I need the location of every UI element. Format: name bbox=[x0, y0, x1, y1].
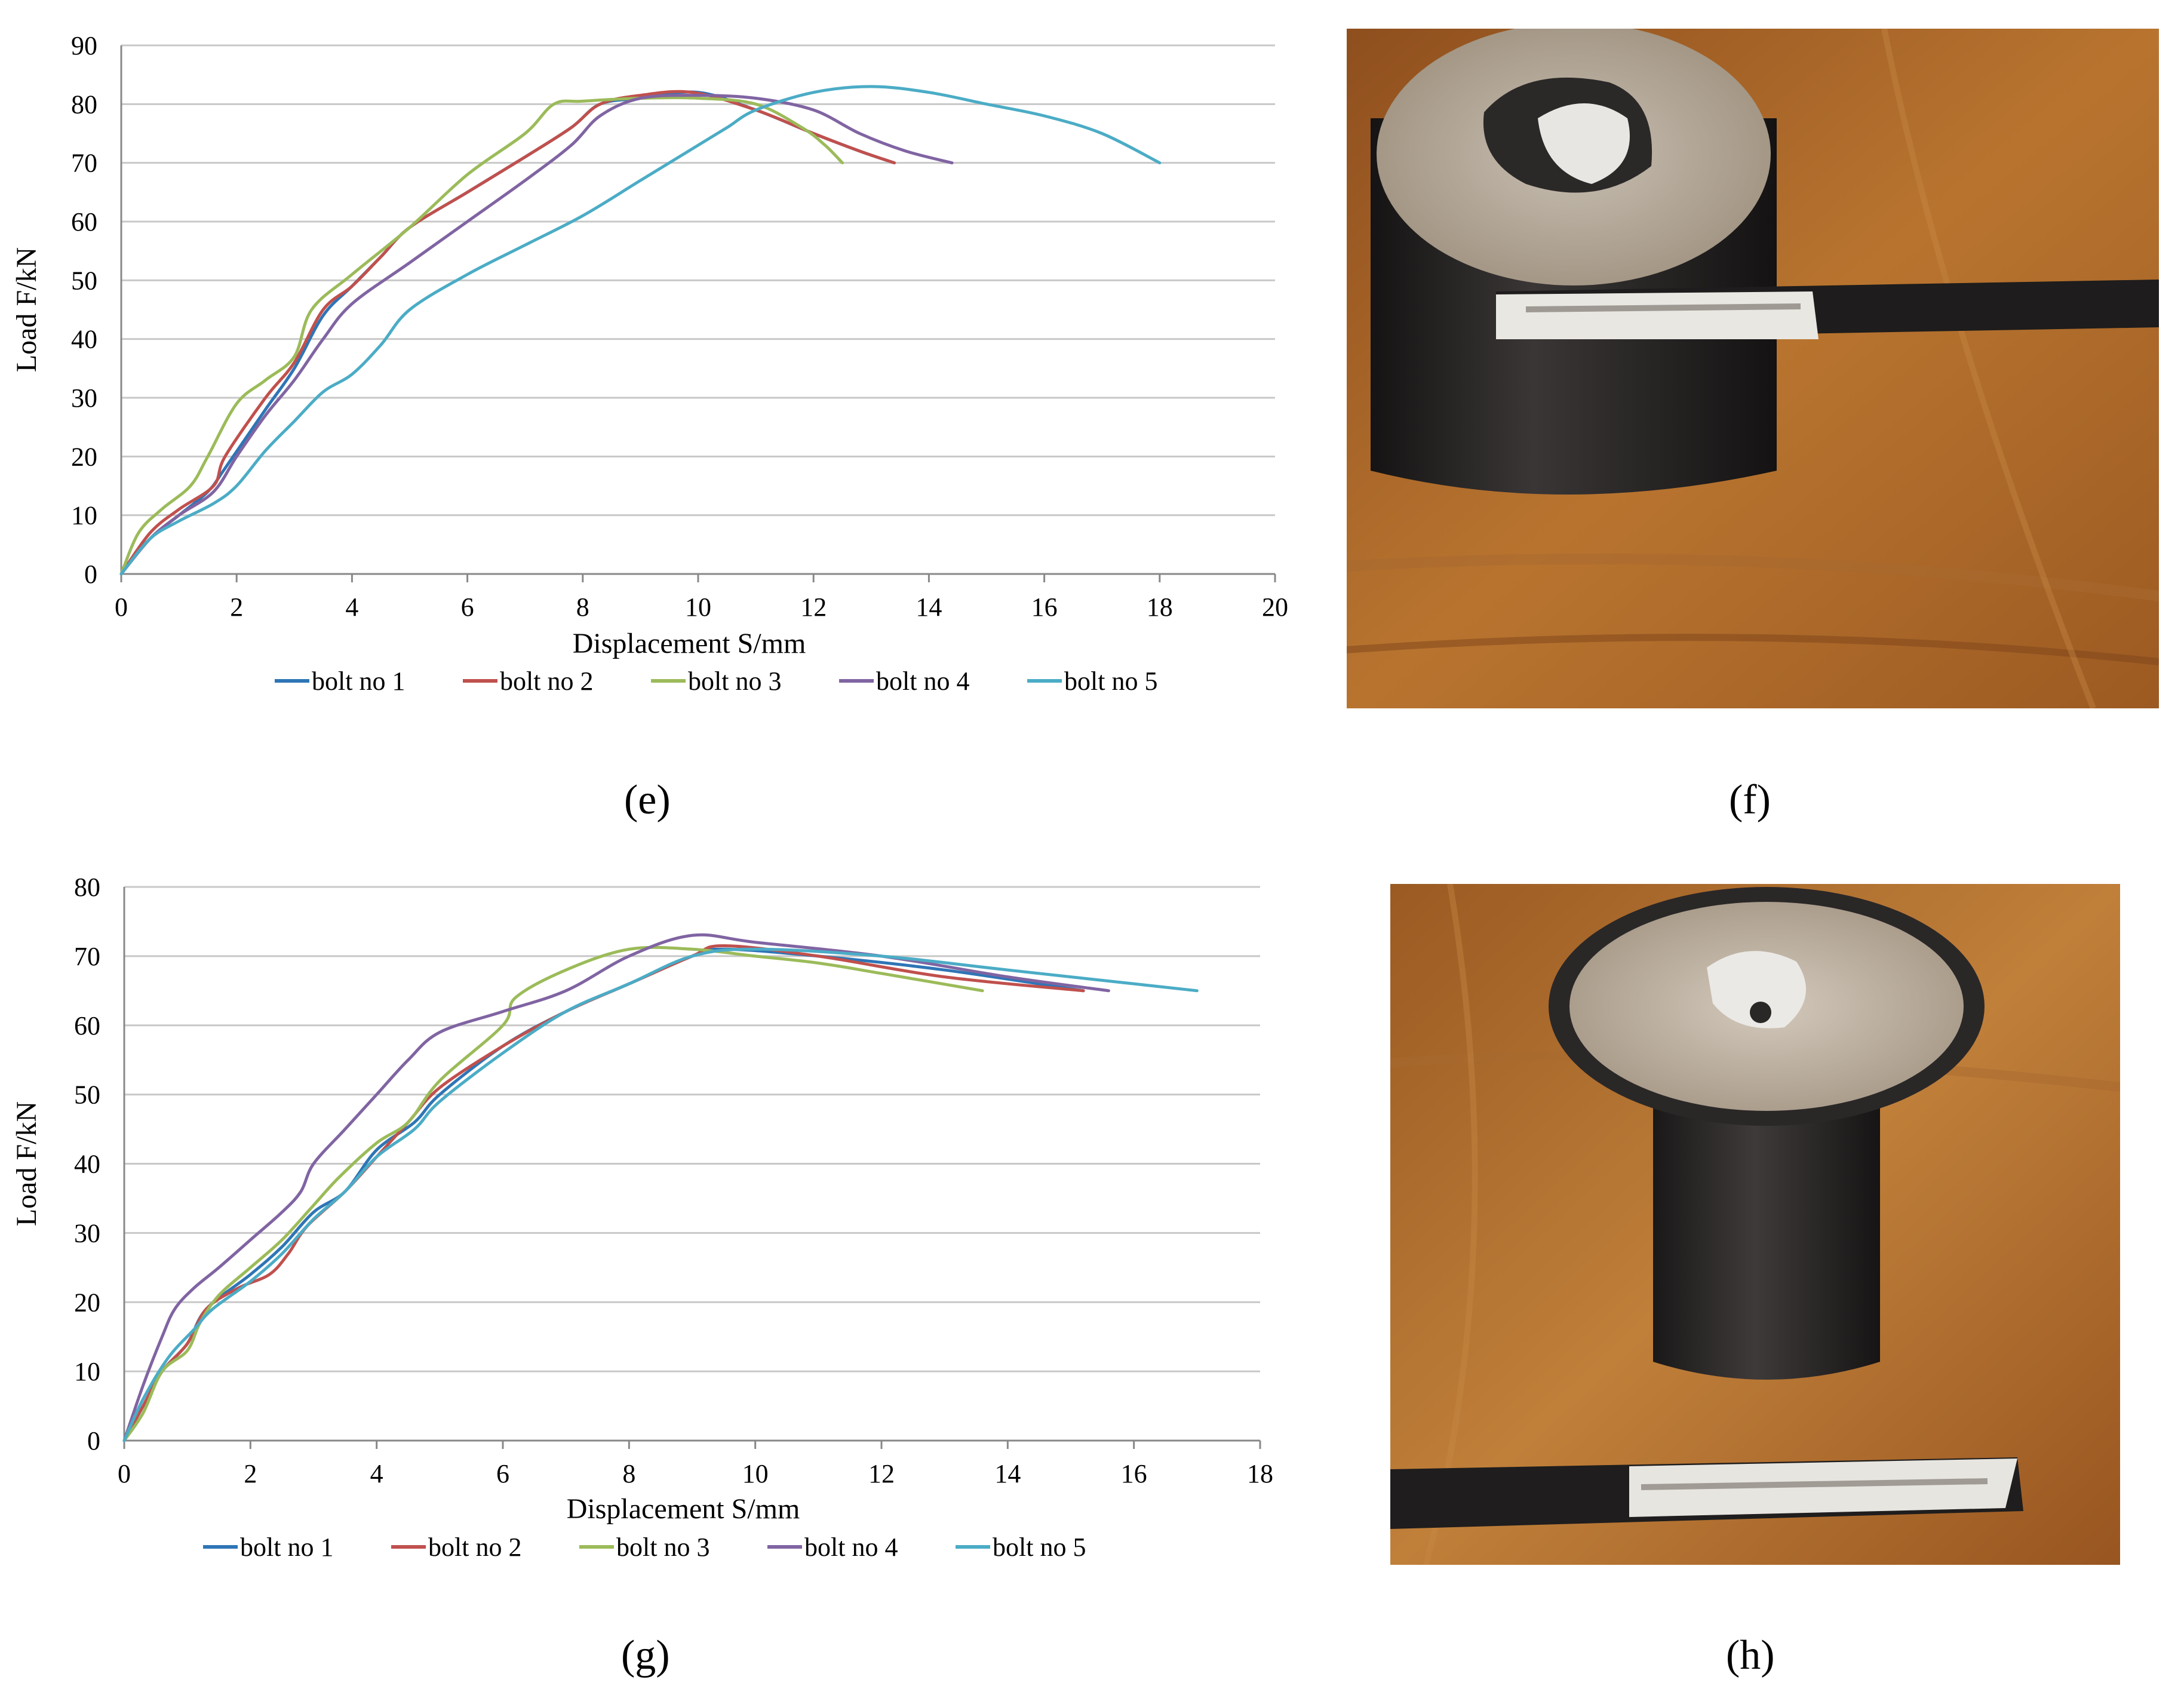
x-tick-label: 16 bbox=[1031, 592, 1058, 622]
y-tick-label: 30 bbox=[71, 383, 97, 413]
panel-label-e: (e) bbox=[624, 777, 671, 823]
x-tick-label: 10 bbox=[742, 1459, 769, 1488]
photo-h bbox=[1390, 883, 2121, 1566]
x-tick-label: 4 bbox=[345, 592, 358, 622]
series-line-5 bbox=[122, 947, 1199, 1442]
legend-label-2: bolt no 2 bbox=[428, 1533, 521, 1562]
legend-label-3: bolt no 3 bbox=[688, 667, 781, 696]
x-tick-label: 8 bbox=[576, 592, 589, 622]
chart-e: 0 10 20 30 40 50 60 70 80 90 0 2 4 6 8 10 12 14 16 18 20 Disp… bbox=[11, 31, 1288, 696]
photo-f bbox=[1346, 23, 2160, 710]
y-tick-label: 80 bbox=[74, 873, 100, 902]
legend-label-2: bolt no 2 bbox=[500, 667, 593, 696]
y-tick-label: 20 bbox=[71, 442, 97, 471]
x-tick-label: 14 bbox=[916, 592, 942, 622]
chart-g: 0 10 20 30 40 50 60 70 80 0 2 4 6 8 10 12 14 16 18 Displace… bbox=[11, 873, 1273, 1562]
y-tick-label: 50 bbox=[71, 266, 97, 295]
y-tick-label: 60 bbox=[71, 207, 97, 237]
legend-label-4: bolt no 4 bbox=[804, 1533, 898, 1562]
series-line-1 bbox=[119, 90, 896, 576]
x-tick-label: 18 bbox=[1247, 1459, 1273, 1488]
panel-label-g: (g) bbox=[621, 1632, 670, 1678]
y-axis-title: Load F/kN bbox=[11, 1101, 42, 1226]
series-line-4 bbox=[122, 933, 1110, 1442]
y-tick-label: 70 bbox=[74, 942, 100, 971]
y-tick-label: 80 bbox=[71, 90, 97, 119]
photo-bolt-specimen-cylinder-top-icon bbox=[1346, 23, 2160, 710]
y-tick-label: 60 bbox=[74, 1011, 100, 1040]
x-tick-label: 14 bbox=[994, 1459, 1021, 1488]
x-tick-label: 4 bbox=[370, 1459, 383, 1488]
legend-label-4: bolt no 4 bbox=[876, 667, 969, 696]
series-line-3 bbox=[122, 945, 984, 1442]
x-axis-title: Displacement S/mm bbox=[573, 628, 806, 659]
x-tick-label: 8 bbox=[622, 1459, 635, 1488]
x-tick-label: 12 bbox=[800, 592, 827, 622]
panel-label-f: (f) bbox=[1729, 777, 1771, 823]
series-line-3 bbox=[119, 96, 844, 576]
x-tick-label: 0 bbox=[115, 592, 128, 622]
y-tick-label: 70 bbox=[71, 149, 97, 178]
series-line-5 bbox=[119, 85, 1162, 576]
series-line-4 bbox=[119, 94, 954, 576]
series-line-2 bbox=[122, 944, 1085, 1442]
y-axis-title: Load F/kN bbox=[11, 247, 42, 372]
y-tick-label: 90 bbox=[71, 31, 97, 60]
x-tick-label: 10 bbox=[685, 592, 711, 622]
y-tick-label: 0 bbox=[84, 560, 97, 589]
y-tick-label: 40 bbox=[71, 325, 97, 354]
x-tick-label: 16 bbox=[1121, 1459, 1147, 1488]
y-tick-label: 50 bbox=[74, 1080, 100, 1110]
x-tick-label: 18 bbox=[1147, 592, 1173, 622]
series-line-2 bbox=[119, 90, 896, 576]
series-line-1 bbox=[122, 947, 1085, 1442]
x-tick-label: 2 bbox=[244, 1459, 257, 1488]
legend-label-5: bolt no 5 bbox=[993, 1533, 1086, 1562]
photo-bolt-specimen-cylinder-top-icon bbox=[1390, 883, 2121, 1566]
legend-label-5: bolt no 5 bbox=[1064, 667, 1157, 696]
x-tick-label: 6 bbox=[461, 592, 474, 622]
y-tick-label: 10 bbox=[74, 1357, 100, 1386]
legend-label-3: bolt no 3 bbox=[616, 1533, 709, 1562]
x-tick-label: 12 bbox=[868, 1459, 895, 1488]
x-axis-title: Displacement S/mm bbox=[567, 1493, 800, 1525]
legend-label-1: bolt no 1 bbox=[240, 1533, 333, 1562]
x-tick-label: 6 bbox=[496, 1459, 509, 1488]
panel-label-h: (h) bbox=[1726, 1632, 1775, 1678]
y-tick-label: 20 bbox=[74, 1288, 100, 1317]
legend-label-1: bolt no 1 bbox=[312, 667, 405, 696]
x-tick-label: 2 bbox=[230, 592, 243, 622]
y-tick-label: 30 bbox=[74, 1218, 100, 1248]
y-tick-label: 0 bbox=[87, 1426, 100, 1456]
y-tick-label: 10 bbox=[71, 501, 97, 530]
x-tick-label: 0 bbox=[118, 1459, 131, 1488]
y-tick-label: 40 bbox=[74, 1150, 100, 1179]
x-tick-label: 20 bbox=[1262, 592, 1288, 622]
